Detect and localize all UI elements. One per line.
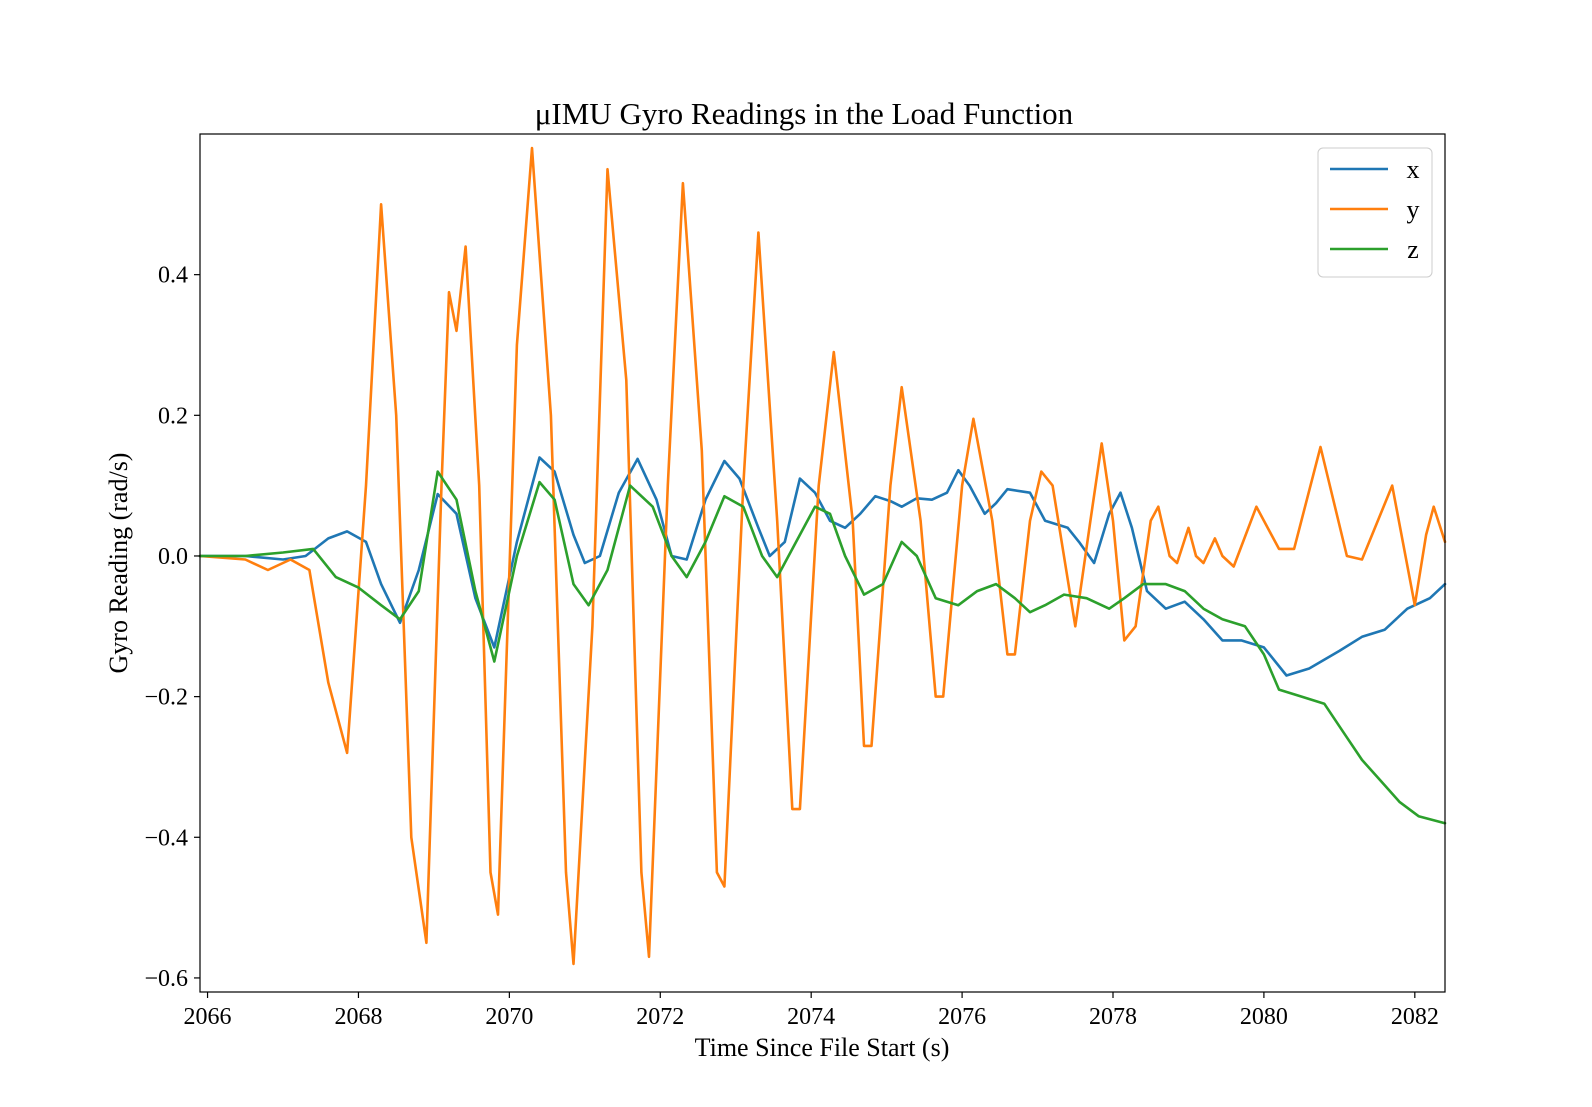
plot-lines — [198, 146, 1447, 966]
x-tick-label: 2076 — [938, 1004, 986, 1030]
x-axis: 2066 2068 2070 2072 2074 2076 2078 2080 2082 — [184, 992, 1439, 1030]
legend-label-z: z — [1407, 235, 1419, 264]
series-line-z — [198, 470, 1447, 825]
x-tick-label: 2074 — [787, 1004, 835, 1030]
x-tick-label: 2082 — [1391, 1004, 1439, 1030]
x-tick-label: 2078 — [1089, 1004, 1137, 1030]
legend: xyz — [1317, 147, 1433, 278]
y-tick-label: −0.4 — [144, 825, 188, 851]
y-tick-label: 0.2 — [158, 403, 188, 429]
y-tick-label: 0.4 — [158, 263, 188, 289]
y-axis: −0.6 −0.4 −0.2 0.0 0.2 0.4 — [144, 263, 200, 992]
legend-label-y: y — [1407, 195, 1420, 224]
legend-box — [1317, 147, 1433, 278]
y-tick-label: −0.6 — [144, 966, 188, 992]
x-tick-label: 2080 — [1240, 1004, 1288, 1030]
x-tick-label: 2070 — [485, 1004, 533, 1030]
y-tick-label: −0.2 — [144, 685, 188, 711]
x-tick-label: 2068 — [334, 1004, 382, 1030]
series-line-y — [198, 146, 1447, 966]
legend-label-x: x — [1407, 155, 1420, 184]
plot-frame — [199, 133, 1446, 993]
x-axis-label: Time Since File Start (s) — [695, 1033, 950, 1062]
legend-items: xyz — [1330, 155, 1420, 264]
y-tick-label: 0.0 — [158, 544, 188, 570]
x-tick-label: 2072 — [636, 1004, 684, 1030]
y-axis-label: Gyro Reading (rad/s) — [104, 453, 133, 674]
x-tick-label: 2066 — [184, 1004, 232, 1030]
chart-title: μIMU Gyro Readings in the Load Function — [535, 96, 1074, 131]
